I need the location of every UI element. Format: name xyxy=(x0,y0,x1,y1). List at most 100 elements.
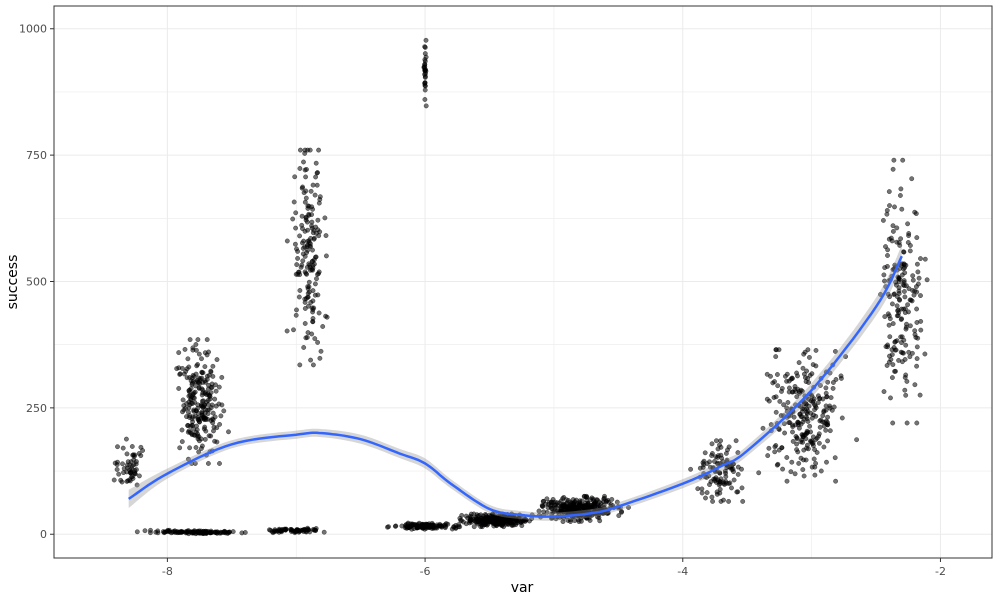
data-point xyxy=(781,402,787,408)
data-point xyxy=(301,159,306,165)
data-point xyxy=(813,347,819,353)
data-point xyxy=(302,228,308,234)
data-point xyxy=(884,207,890,213)
data-point xyxy=(179,365,185,371)
data-point xyxy=(887,334,893,340)
data-point xyxy=(887,316,893,322)
y-tick-label: 750 xyxy=(26,149,47,162)
data-point xyxy=(290,216,296,222)
data-point xyxy=(293,225,299,231)
data-point xyxy=(148,527,153,533)
data-point xyxy=(297,147,303,153)
data-point xyxy=(217,461,222,466)
data-point xyxy=(710,498,716,504)
data-point xyxy=(304,250,310,256)
data-point xyxy=(283,527,289,533)
data-point xyxy=(423,37,429,43)
data-point xyxy=(544,496,550,502)
data-point xyxy=(897,193,903,198)
data-point xyxy=(214,357,220,363)
data-point xyxy=(825,379,831,385)
data-point xyxy=(133,467,139,473)
data-point xyxy=(804,442,810,448)
data-point xyxy=(891,157,897,163)
data-point xyxy=(760,425,766,431)
data-point xyxy=(817,424,823,430)
data-point xyxy=(800,434,806,440)
data-point xyxy=(186,393,192,399)
data-point xyxy=(892,368,898,374)
data-point xyxy=(789,459,795,465)
data-point xyxy=(303,270,309,276)
data-point xyxy=(314,182,320,188)
data-point xyxy=(823,427,829,433)
data-point xyxy=(821,408,827,414)
data-point xyxy=(899,359,905,365)
data-point xyxy=(310,319,316,324)
data-point xyxy=(178,528,184,534)
data-point xyxy=(918,293,923,299)
data-point xyxy=(806,354,812,360)
data-point xyxy=(217,421,223,427)
data-point xyxy=(203,417,209,423)
x-tick-label: -4 xyxy=(677,565,688,578)
data-point xyxy=(190,347,196,353)
data-point xyxy=(801,473,807,479)
data-point xyxy=(564,508,570,514)
data-point xyxy=(914,420,920,426)
data-point xyxy=(709,441,715,447)
data-point xyxy=(284,328,290,334)
data-point xyxy=(821,423,827,429)
data-point xyxy=(552,499,558,505)
data-point xyxy=(310,267,316,273)
data-point xyxy=(568,504,574,510)
data-point xyxy=(813,460,819,466)
data-point xyxy=(885,311,891,317)
data-point xyxy=(204,337,210,343)
data-point xyxy=(791,414,797,420)
data-point xyxy=(823,390,829,396)
data-point xyxy=(294,246,299,252)
data-point xyxy=(823,403,829,409)
data-point xyxy=(839,415,845,421)
data-point xyxy=(898,236,904,242)
data-point xyxy=(195,337,201,343)
data-point xyxy=(735,489,741,495)
data-point xyxy=(310,206,316,212)
data-point xyxy=(176,350,182,356)
data-point xyxy=(887,353,892,359)
data-point xyxy=(832,348,838,354)
data-point xyxy=(794,436,800,442)
data-point xyxy=(418,524,424,530)
data-point xyxy=(775,383,781,389)
data-point xyxy=(922,256,928,262)
data-point xyxy=(887,294,893,300)
data-point xyxy=(894,225,900,231)
data-point xyxy=(316,269,322,275)
data-point xyxy=(890,228,896,234)
data-point xyxy=(561,494,567,500)
data-point xyxy=(297,166,303,171)
data-point xyxy=(199,369,205,375)
data-point xyxy=(208,530,214,536)
data-point xyxy=(308,357,314,363)
data-point xyxy=(313,224,319,230)
data-point xyxy=(291,327,296,333)
data-point xyxy=(902,387,908,393)
data-point xyxy=(131,462,137,468)
data-point xyxy=(142,528,148,534)
data-point xyxy=(129,444,135,449)
data-point xyxy=(210,373,216,379)
data-point xyxy=(439,524,445,530)
data-point xyxy=(902,294,908,300)
data-point xyxy=(784,478,790,484)
data-point xyxy=(205,461,211,466)
data-point xyxy=(123,436,129,442)
data-point xyxy=(194,363,200,369)
data-point xyxy=(120,461,125,467)
data-point xyxy=(585,501,591,506)
data-point xyxy=(205,402,211,407)
data-point xyxy=(756,470,762,476)
data-point xyxy=(918,318,924,324)
data-point xyxy=(595,502,601,508)
